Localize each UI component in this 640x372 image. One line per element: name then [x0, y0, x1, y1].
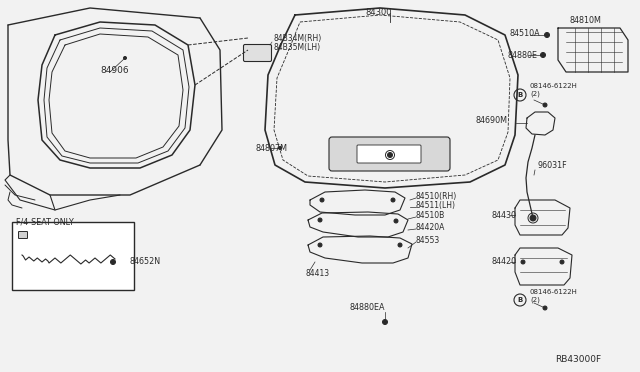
FancyBboxPatch shape — [243, 45, 271, 61]
Circle shape — [111, 260, 115, 264]
Text: 84430: 84430 — [492, 211, 517, 219]
Circle shape — [278, 147, 282, 150]
Text: 84690M: 84690M — [475, 115, 507, 125]
Circle shape — [541, 52, 545, 58]
Text: 84510(RH): 84510(RH) — [416, 192, 457, 201]
Text: 84880EA: 84880EA — [350, 304, 385, 312]
Text: 84420A: 84420A — [416, 222, 445, 231]
Text: 84510A: 84510A — [510, 29, 541, 38]
FancyBboxPatch shape — [19, 231, 28, 238]
Text: 84510B: 84510B — [416, 211, 445, 219]
FancyBboxPatch shape — [12, 222, 134, 290]
Text: 84300: 84300 — [365, 7, 392, 16]
Text: 84553: 84553 — [416, 235, 440, 244]
Circle shape — [398, 243, 402, 247]
Text: F/4-SEAT ONLY: F/4-SEAT ONLY — [16, 218, 74, 227]
Text: B: B — [517, 92, 523, 98]
Circle shape — [383, 320, 387, 324]
Text: 96031F: 96031F — [538, 160, 568, 170]
Text: 08146-6122H
(2): 08146-6122H (2) — [530, 289, 578, 303]
Text: 84807M: 84807M — [256, 144, 288, 153]
Circle shape — [391, 198, 395, 202]
Text: RB43000F: RB43000F — [555, 356, 601, 365]
FancyBboxPatch shape — [329, 137, 450, 171]
Text: 84413: 84413 — [305, 269, 329, 278]
Text: 08146-6122H
(2): 08146-6122H (2) — [530, 83, 578, 97]
Text: 84880E: 84880E — [508, 51, 538, 60]
Text: 84511(LH): 84511(LH) — [416, 201, 456, 209]
Circle shape — [545, 32, 550, 38]
Text: 84B35M(LH): 84B35M(LH) — [273, 42, 320, 51]
Circle shape — [560, 260, 564, 264]
Circle shape — [521, 260, 525, 264]
Text: 84906: 84906 — [100, 65, 129, 74]
Circle shape — [394, 219, 398, 223]
Text: 84B34M(RH): 84B34M(RH) — [273, 33, 321, 42]
Text: 84652N: 84652N — [130, 257, 161, 266]
Circle shape — [543, 103, 547, 107]
Circle shape — [387, 153, 392, 157]
Circle shape — [320, 198, 324, 202]
Text: B: B — [517, 297, 523, 303]
Circle shape — [318, 243, 322, 247]
Circle shape — [318, 218, 322, 222]
Text: 84810M: 84810M — [570, 16, 602, 25]
Text: 84420: 84420 — [492, 257, 517, 266]
Circle shape — [530, 215, 536, 221]
FancyBboxPatch shape — [357, 145, 421, 163]
Circle shape — [124, 57, 127, 60]
Circle shape — [543, 306, 547, 310]
